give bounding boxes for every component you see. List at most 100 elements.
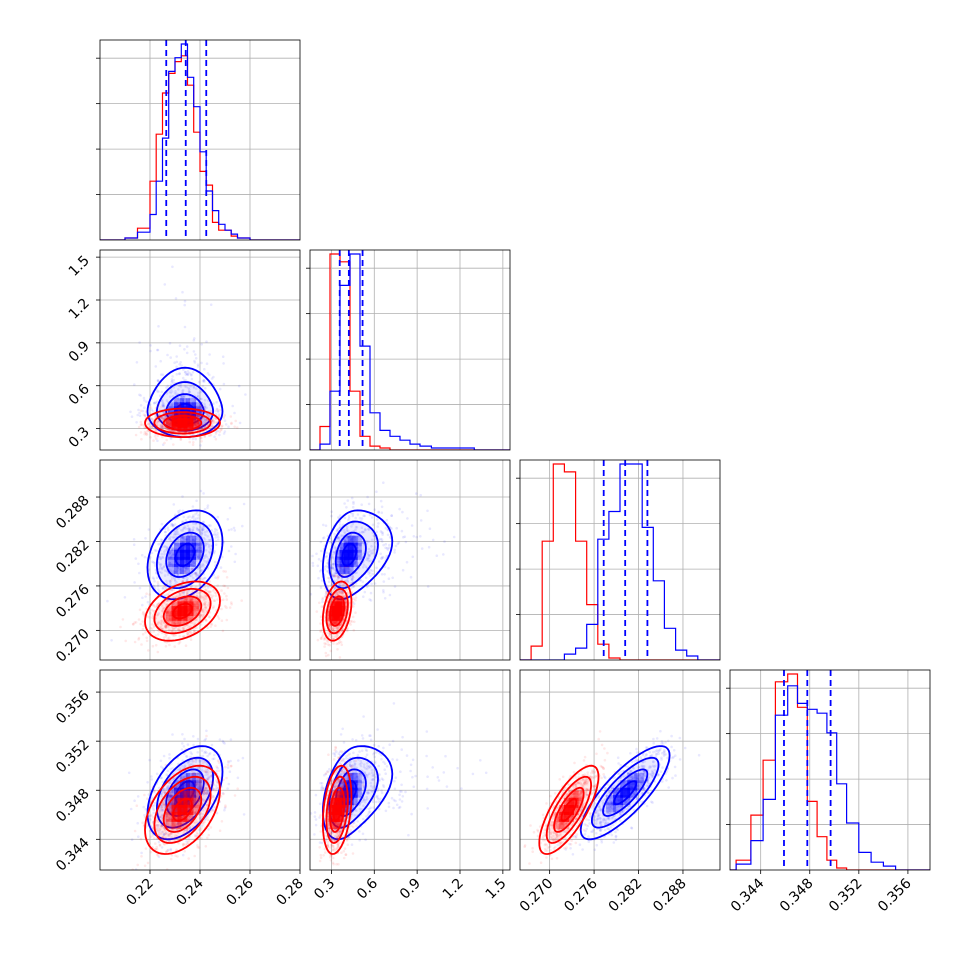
scatter-point: [327, 580, 331, 583]
scatter-point: [369, 574, 372, 578]
scatter-point: [192, 385, 196, 389]
scatter-point: [181, 520, 185, 524]
scatter-point: [179, 438, 182, 441]
scatter-point: [206, 754, 209, 758]
scatter-point: [152, 425, 155, 428]
density-cell: [174, 398, 184, 409]
scatter-point: [198, 557, 201, 560]
scatter-point: [151, 560, 154, 563]
scatter-point: [148, 593, 151, 596]
scatter-point: [163, 411, 167, 414]
scatter-point: [202, 420, 206, 424]
scatter-point: [189, 413, 193, 417]
scatter-point: [388, 593, 392, 597]
scatter-point: [321, 600, 324, 604]
scatter-point: [420, 547, 424, 550]
scatter-point: [155, 420, 159, 424]
scatter-point: [175, 581, 178, 584]
scatter-point: [175, 373, 179, 376]
scatter-point: [166, 384, 170, 388]
panel-3-0: [99, 669, 301, 871]
scatter-point: [315, 610, 319, 613]
scatter-point: [160, 405, 163, 409]
scatter-point: [321, 596, 325, 600]
scatter-point: [150, 425, 154, 429]
scatter-point: [162, 636, 166, 639]
scatter-point: [172, 588, 175, 592]
scatter-point: [163, 426, 167, 429]
scatter-point: [106, 599, 109, 603]
scatter-point: [203, 418, 207, 422]
scatter-point: [215, 811, 219, 815]
scatter-point: [184, 538, 188, 542]
scatter-point: [380, 505, 384, 509]
scatter-point: [320, 637, 323, 640]
scatter-point: [168, 421, 172, 424]
scatter-point: [159, 419, 163, 423]
scatter-point: [410, 524, 414, 527]
scatter-point: [218, 430, 221, 434]
scatter-point: [183, 737, 186, 741]
scatter-point: [139, 431, 143, 434]
scatter-point: [139, 423, 143, 427]
scatter-point: [157, 567, 161, 571]
scatter-point: [192, 441, 195, 444]
scatter-point: [198, 582, 201, 586]
scatter-point: [343, 516, 347, 520]
scatter-point: [193, 422, 196, 426]
scatter-point: [139, 394, 142, 397]
scatter-point: [383, 573, 386, 576]
scatter-point: [316, 638, 320, 642]
scatter-point: [220, 427, 223, 431]
scatter-point: [203, 554, 206, 558]
contour-level: [172, 418, 193, 428]
scatter-point: [168, 591, 171, 594]
scatter-point: [178, 372, 181, 376]
scatter-point: [210, 743, 214, 747]
scatter-point: [228, 606, 232, 609]
scatter-point: [197, 406, 201, 410]
scatter-point: [198, 530, 202, 534]
scatter-point: [319, 549, 323, 553]
scatter-point: [170, 380, 173, 384]
scatter-point: [158, 394, 162, 398]
scatter-point: [225, 598, 229, 601]
scatter-point: [229, 738, 233, 741]
scatter-point: [159, 423, 163, 427]
scatter-point: [214, 409, 217, 413]
scatter-point: [220, 425, 223, 428]
scatter-point: [170, 405, 174, 408]
scatter-point: [137, 562, 140, 566]
scatter-point: [170, 390, 174, 393]
scatter-point: [210, 418, 214, 422]
scatter-point: [419, 493, 423, 497]
scatter-point: [202, 378, 206, 382]
scatter-point: [223, 430, 227, 433]
scatter-point: [199, 426, 203, 430]
scatter-point: [197, 422, 201, 425]
scatter-point: [182, 515, 186, 519]
scatter-point: [335, 574, 338, 578]
scatter-point: [178, 569, 182, 572]
scatter-point: [362, 514, 365, 517]
scatter-point: [152, 604, 155, 607]
scatter-point: [182, 592, 186, 595]
scatter-point: [393, 551, 396, 554]
scatter-point: [160, 571, 163, 575]
scatter-point: [185, 385, 188, 389]
scatter-point: [153, 435, 157, 438]
scatter-point: [188, 371, 191, 375]
scatter-point: [397, 541, 401, 544]
scatter-point: [200, 416, 203, 420]
scatter-point: [177, 404, 180, 408]
scatter-point: [346, 499, 350, 502]
density-cell: [168, 410, 179, 421]
scatter-point: [159, 538, 163, 541]
scatter-point: [172, 379, 176, 382]
scatter-point: [161, 555, 164, 559]
scatter-point: [198, 405, 201, 409]
scatter-point: [197, 380, 201, 384]
scatter-point: [360, 503, 364, 507]
scatter-point: [225, 576, 229, 579]
scatter-point: [156, 584, 160, 588]
